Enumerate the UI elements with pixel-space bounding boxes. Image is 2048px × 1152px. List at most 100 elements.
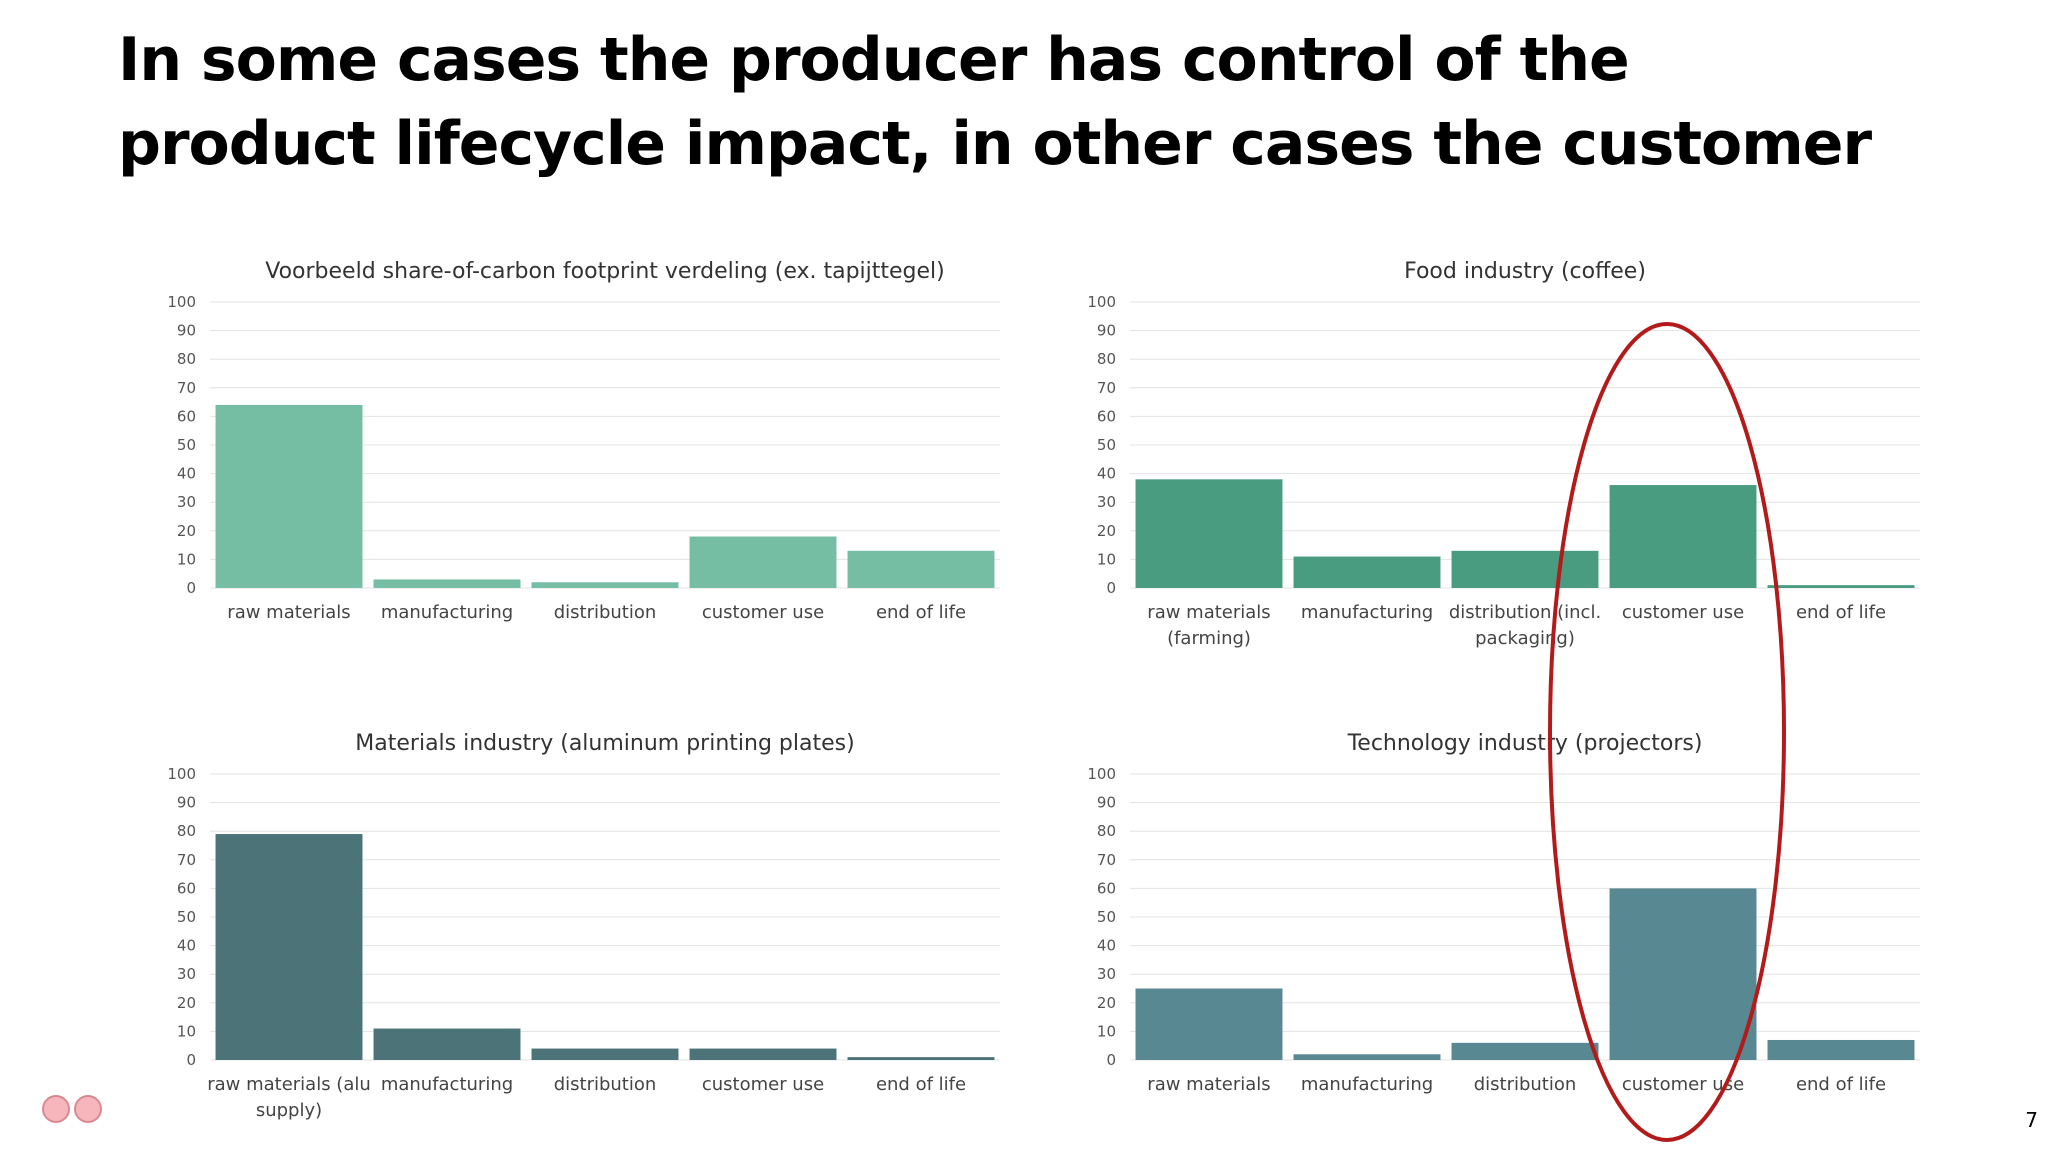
y-tick-label: 60 [1097, 407, 1116, 425]
bar [1767, 585, 1915, 588]
bar [847, 550, 995, 588]
x-tick-label: (farming) [1167, 628, 1251, 649]
y-tick-label: 100 [167, 765, 196, 783]
bar [373, 1028, 521, 1060]
x-tick-label: distribution (incl. [1449, 602, 1601, 623]
chart-technology-industry: Technology industry (projectors) 0 10 20 30 4… [1087, 731, 1920, 1095]
y-tick-label: 90 [177, 322, 196, 340]
y-tick-label: 10 [1097, 550, 1116, 568]
y-tick-label: 70 [1097, 851, 1116, 869]
y-tick-label: 20 [1097, 522, 1116, 540]
bar [531, 1048, 679, 1060]
chart-title: Technology industry (projectors) [1347, 731, 1703, 756]
y-tick-label: 30 [1097, 965, 1116, 983]
bar [1135, 479, 1283, 588]
y-tick-label: 40 [177, 937, 196, 955]
y-tick-label: 20 [1097, 994, 1116, 1012]
y-tick-label: 60 [177, 879, 196, 897]
y-tick-label: 10 [177, 1022, 196, 1040]
logo-dot-right [74, 1095, 102, 1123]
bar [1135, 988, 1283, 1060]
x-tick-label: raw materials [1147, 1074, 1270, 1095]
y-tick-label: 50 [1097, 436, 1116, 454]
y-tick-label: 20 [177, 522, 196, 540]
x-tick-label: end of life [876, 1074, 966, 1095]
logo-dots [42, 1095, 102, 1123]
chart-title: Voorbeeld share-of-carbon footprint verd… [265, 259, 945, 284]
y-tick-label: 100 [167, 293, 196, 311]
y-tick-label: 50 [1097, 908, 1116, 926]
bar [373, 579, 521, 588]
x-tick-label: raw materials [227, 602, 350, 623]
y-tick-label: 40 [1097, 937, 1116, 955]
chart-carpet-tile: Voorbeeld share-of-carbon footprint verd… [167, 259, 1000, 623]
y-tick-label: 70 [1097, 379, 1116, 397]
y-tick-label: 20 [177, 994, 196, 1012]
bar [1609, 888, 1757, 1060]
bar [1767, 1039, 1915, 1060]
bar [847, 1057, 995, 1060]
x-tick-label: customer use [702, 1074, 824, 1095]
x-tick-label: manufacturing [381, 602, 513, 623]
x-tick-label: distribution [554, 1074, 657, 1095]
bar [1293, 556, 1441, 588]
y-tick-label: 60 [1097, 879, 1116, 897]
bar [531, 582, 679, 588]
y-tick-label: 80 [177, 822, 196, 840]
bar [689, 1048, 837, 1060]
y-tick-label: 70 [177, 851, 196, 869]
x-tick-label: customer use [702, 602, 824, 623]
y-tick-label: 0 [1106, 579, 1116, 597]
bar [1451, 550, 1599, 588]
y-tick-label: 30 [1097, 493, 1116, 511]
y-tick-label: 80 [177, 350, 196, 368]
y-tick-label: 0 [186, 579, 196, 597]
chart-food-industry: Food industry (coffee) 0 10 20 30 40 50 60 70 80 9… [1087, 259, 1920, 649]
y-tick-label: 40 [177, 465, 196, 483]
x-tick-label: raw materials (alu [207, 1074, 371, 1095]
y-tick-label: 50 [177, 436, 196, 454]
chart-materials-industry: Materials industry (aluminum printing pl… [167, 731, 1000, 1121]
bar [215, 404, 363, 588]
bar [1451, 1042, 1599, 1060]
y-tick-label: 10 [177, 550, 196, 568]
x-tick-label: distribution [554, 602, 657, 623]
x-tick-label: end of life [876, 602, 966, 623]
x-tick-label: customer use [1622, 602, 1744, 623]
x-tick-label: manufacturing [381, 1074, 513, 1095]
y-tick-label: 30 [177, 493, 196, 511]
x-tick-label: end of life [1796, 1074, 1886, 1095]
bar [215, 834, 363, 1060]
y-tick-label: 10 [1097, 1022, 1116, 1040]
y-tick-label: 60 [177, 407, 196, 425]
x-tick-label: manufacturing [1301, 602, 1433, 623]
page-number: 7 [2025, 1108, 2038, 1132]
chart-title: Food industry (coffee) [1404, 259, 1646, 284]
slide-title: In some cases the producer has control o… [118, 25, 1872, 179]
x-tick-label: customer use [1622, 1074, 1744, 1095]
y-tick-label: 30 [177, 965, 196, 983]
y-tick-label: 100 [1087, 293, 1116, 311]
y-tick-label: 100 [1087, 765, 1116, 783]
y-tick-label: 40 [1097, 465, 1116, 483]
bar [1609, 485, 1757, 588]
x-tick-label: raw materials [1147, 602, 1270, 623]
logo-dot-left [42, 1095, 70, 1123]
x-tick-label: end of life [1796, 602, 1886, 623]
y-tick-label: 70 [177, 379, 196, 397]
x-tick-label: supply) [256, 1100, 322, 1121]
x-tick-label: packaging) [1475, 628, 1575, 649]
chart-title: Materials industry (aluminum printing pl… [355, 731, 854, 756]
y-tick-label: 90 [1097, 322, 1116, 340]
y-tick-label: 80 [1097, 822, 1116, 840]
y-tick-label: 90 [177, 794, 196, 812]
y-tick-label: 90 [1097, 794, 1116, 812]
bar [689, 536, 837, 588]
bar [1293, 1054, 1441, 1060]
y-tick-label: 80 [1097, 350, 1116, 368]
y-tick-label: 50 [177, 908, 196, 926]
y-tick-label: 0 [1106, 1051, 1116, 1069]
y-tick-label: 0 [186, 1051, 196, 1069]
x-tick-label: manufacturing [1301, 1074, 1433, 1095]
x-tick-label: distribution [1474, 1074, 1577, 1095]
